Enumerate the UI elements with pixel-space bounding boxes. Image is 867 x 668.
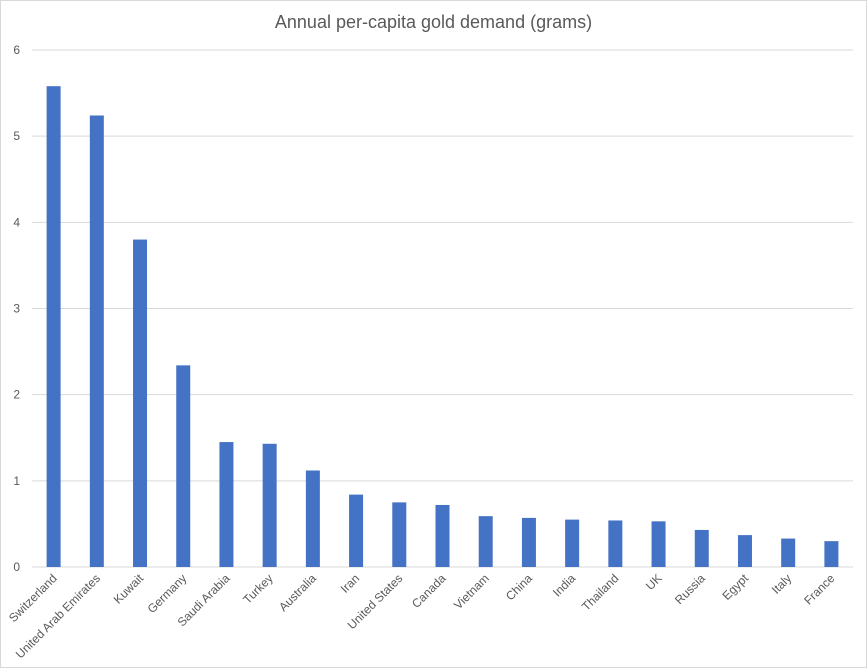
bar-turkey — [262, 443, 277, 567]
bar-germany — [176, 365, 191, 567]
bar-uk — [651, 521, 666, 567]
y-tick-label: 1 — [13, 474, 20, 488]
y-tick-label: 4 — [13, 215, 20, 229]
x-tick-label: India — [550, 571, 579, 600]
y-tick-label: 2 — [13, 388, 20, 402]
x-tick-label: China — [503, 571, 535, 603]
bar-france — [824, 541, 839, 567]
x-tick-label: Germany — [145, 571, 190, 616]
bar-australia — [305, 470, 320, 567]
bar-vietnam — [478, 516, 493, 567]
bar-kuwait — [133, 239, 148, 568]
bar-saudi-arabia — [219, 442, 234, 567]
bar-india — [565, 519, 580, 567]
gridlines — [32, 49, 853, 568]
x-tick-label: France — [801, 571, 838, 608]
x-tick-label: Italy — [769, 571, 794, 596]
x-tick-label: Australia — [276, 571, 319, 614]
x-tick-label: Turkey — [240, 571, 276, 607]
bar-canada — [435, 504, 450, 567]
y-tick-label: 5 — [13, 129, 20, 143]
x-tick-label: Russia — [672, 571, 708, 607]
x-tick-label: Iran — [338, 571, 363, 596]
bars — [46, 86, 839, 568]
y-tick-label: 3 — [13, 302, 20, 316]
x-tick-label: United Arab Emirates — [13, 571, 103, 661]
x-tick-label: Kuwait — [111, 571, 147, 607]
bar-united-states — [392, 502, 407, 567]
bar-russia — [694, 529, 709, 567]
bar-united-arab-emirates — [89, 115, 104, 567]
bar-iran — [349, 494, 364, 567]
chart-title: Annual per-capita gold demand (grams) — [274, 12, 593, 32]
y-axis-ticks: 0 1 2 3 4 5 6 — [13, 43, 20, 574]
x-tick-label: UK — [643, 571, 665, 593]
x-tick-label: Thailand — [579, 571, 621, 613]
bar-switzerland — [46, 86, 61, 567]
bar-egypt — [737, 535, 752, 567]
x-tick-label: Egypt — [719, 571, 751, 603]
x-tick-label: Canada — [409, 571, 449, 611]
bar-china — [521, 517, 536, 567]
bar-italy — [781, 538, 796, 567]
x-tick-label: Vietnam — [451, 571, 492, 612]
bar-thailand — [608, 520, 623, 567]
y-tick-label: 6 — [13, 43, 20, 57]
y-tick-label: 0 — [13, 560, 20, 574]
